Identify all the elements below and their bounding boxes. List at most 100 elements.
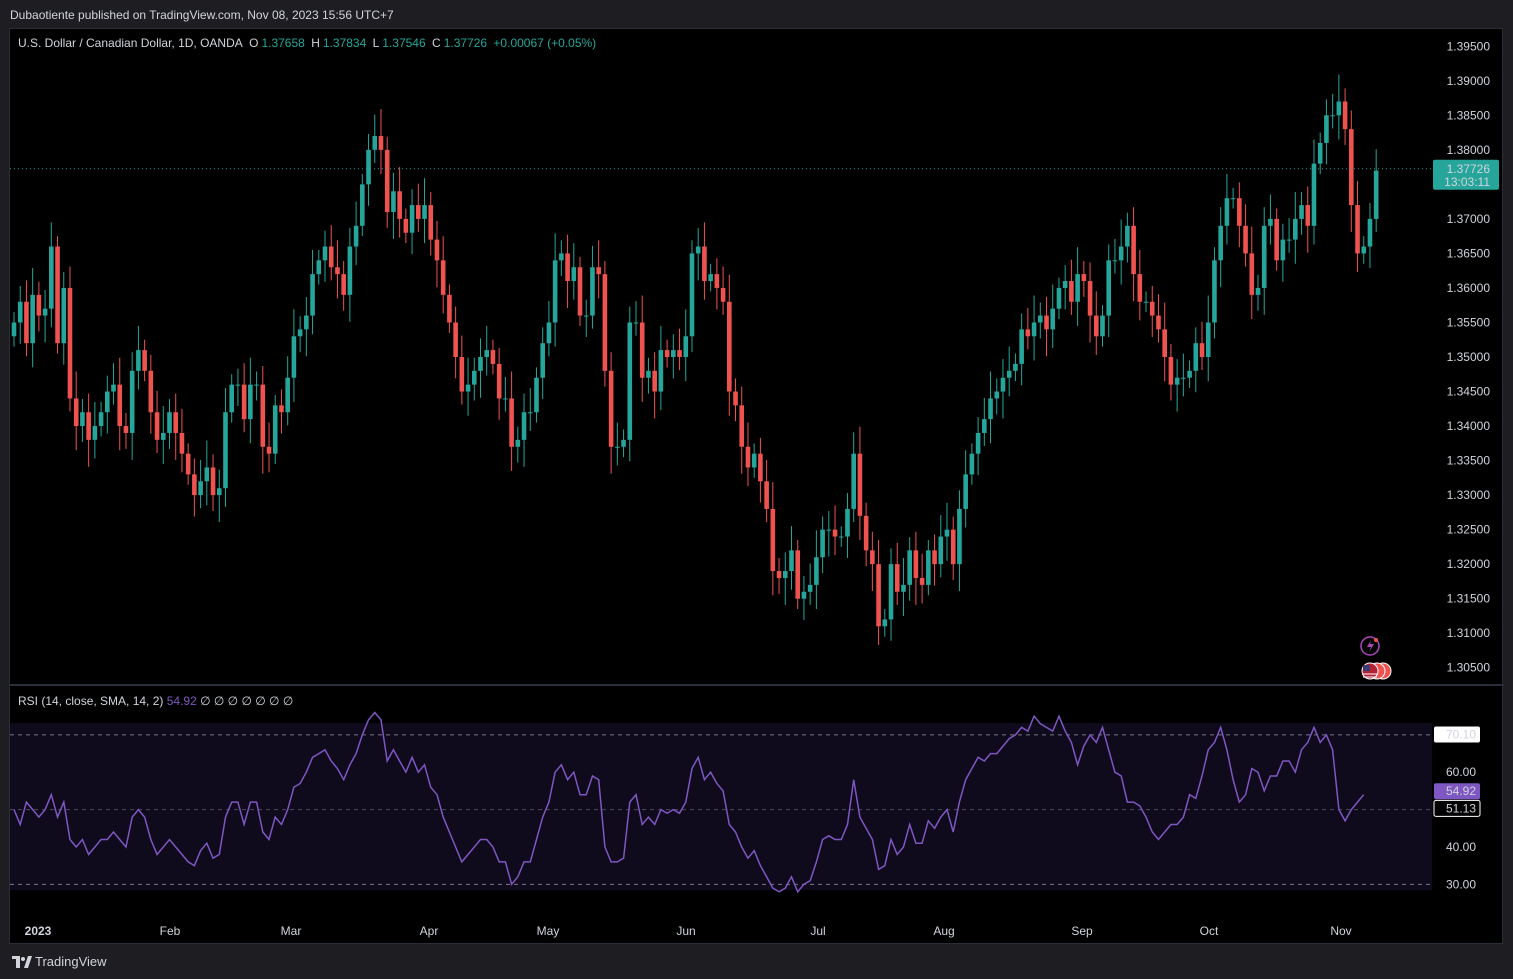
candle-body: [926, 550, 931, 585]
candle-body: [335, 267, 340, 275]
candle-body: [360, 184, 365, 226]
candle: [1174, 359, 1180, 412]
candle: [1143, 291, 1149, 313]
price-tick-label: 1.36500: [1447, 246, 1491, 260]
chart-canvas[interactable]: 1.395001.390001.385001.380001.375001.370…: [10, 29, 1504, 945]
candle: [204, 440, 210, 506]
candle-body: [751, 453, 757, 468]
candle-body: [341, 274, 346, 295]
candle: [465, 357, 471, 416]
candle: [577, 256, 583, 326]
time-tick-label: Nov: [1330, 924, 1351, 938]
rsi-current-badge: 54.92: [1446, 784, 1476, 798]
price-tick-label: 1.34000: [1447, 419, 1491, 433]
candle-body: [671, 350, 676, 357]
time-axis[interactable]: 2023 Feb Mar Apr May Jun Jul Aug Sep Oct Nov: [25, 924, 1352, 938]
candle: [154, 390, 160, 453]
candle: [24, 280, 29, 357]
candle: [1056, 277, 1062, 320]
candle-body: [988, 398, 993, 420]
rsi-title[interactable]: RSI (14, close, SMA, 14, 2): [18, 694, 164, 708]
candle: [1050, 284, 1056, 349]
us-flag-events-icon[interactable]: [1361, 662, 1392, 680]
candle: [1218, 207, 1223, 288]
candle-body: [1187, 370, 1192, 378]
price-tick-label: 1.33500: [1447, 454, 1491, 468]
lightning-icon[interactable]: [1360, 636, 1380, 656]
candle: [913, 531, 919, 605]
rsi-tick-label: 40.00: [1446, 840, 1476, 854]
candle: [982, 397, 987, 447]
candle-body: [179, 432, 185, 454]
open-label: O: [249, 36, 259, 50]
rsi-upper-badge-bg: [1434, 726, 1480, 743]
candle-body: [1112, 260, 1118, 262]
brand-name[interactable]: TradingView: [35, 954, 107, 969]
candle: [1075, 247, 1080, 326]
candle-body: [521, 412, 527, 440]
candle-body: [279, 405, 284, 413]
symbol-legend: U.S. Dollar / Canadian Dollar, 1D, OANDA…: [18, 36, 599, 50]
candle: [98, 401, 104, 437]
candle: [216, 469, 222, 523]
candle: [565, 234, 570, 308]
candle-body: [1205, 322, 1211, 357]
candle-body: [882, 619, 888, 627]
low-value: 1.37546: [382, 36, 426, 50]
candle: [733, 378, 738, 422]
candle: [1293, 191, 1298, 264]
candle: [297, 316, 303, 353]
candle-body: [832, 529, 838, 537]
candle: [136, 325, 141, 390]
candle: [608, 352, 614, 474]
candle: [776, 557, 782, 594]
candle-body: [403, 218, 409, 233]
candle-body: [1336, 101, 1342, 116]
candle: [957, 490, 962, 592]
symbol-name[interactable]: U.S. Dollar / Canadian Dollar, 1D, OANDA: [18, 36, 243, 50]
candle-body: [1193, 343, 1199, 371]
candle: [671, 334, 676, 379]
tradingview-logo-icon: [12, 955, 32, 968]
candle: [73, 371, 79, 451]
candle: [689, 240, 695, 353]
candle-body: [1286, 239, 1292, 241]
candle-body: [1293, 218, 1298, 240]
candle-body: [1013, 363, 1018, 371]
candle-body: [745, 446, 751, 468]
candle: [360, 174, 365, 237]
candle: [291, 309, 297, 402]
rsi-axis[interactable]: 70.10 60.00 40.00 30.00 54.92 51.13: [1433, 726, 1481, 892]
candle-body: [639, 322, 645, 378]
candle-body: [633, 322, 639, 324]
candle-body: [254, 384, 259, 386]
candle-body: [733, 391, 738, 406]
candle-body: [546, 322, 552, 344]
candle-body: [459, 357, 465, 392]
candle: [1162, 302, 1167, 382]
time-tick-label: Feb: [160, 924, 181, 938]
candle-body: [105, 391, 110, 413]
chart-frame[interactable]: 1.395001.390001.385001.380001.375001.370…: [9, 28, 1504, 945]
candle-body: [720, 287, 726, 302]
candle: [80, 399, 85, 442]
candle-body: [322, 246, 328, 261]
candle-body: [173, 412, 179, 433]
candle: [266, 422, 272, 473]
candle-body: [86, 412, 91, 440]
candle: [304, 296, 309, 357]
candle: [1255, 274, 1261, 311]
candle-body: [1106, 260, 1112, 316]
candle-body: [1050, 308, 1056, 330]
candle-body: [894, 564, 900, 592]
candle-body: [534, 377, 539, 413]
candle-body: [434, 239, 440, 261]
candle: [751, 443, 757, 478]
price-axis[interactable]: 1.395001.390001.385001.380001.375001.370…: [1433, 39, 1499, 675]
candle: [210, 454, 216, 511]
candle: [615, 422, 620, 466]
candle-body: [1330, 115, 1335, 117]
candle-body: [167, 412, 172, 433]
candle: [1137, 249, 1143, 321]
candle-body: [1261, 225, 1267, 288]
